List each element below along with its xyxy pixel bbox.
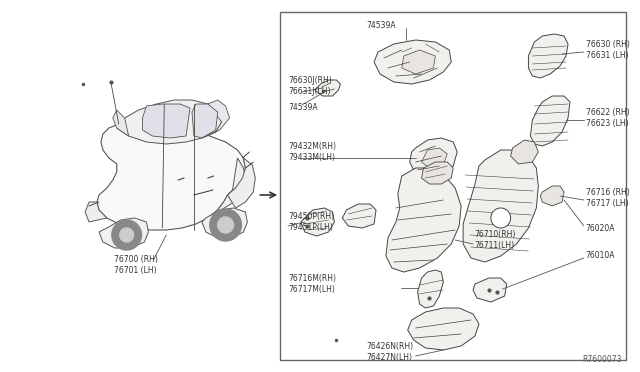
Polygon shape [463,150,538,262]
Text: 76716M(RH)
76717M(LH): 76716M(RH) 76717M(LH) [288,274,336,294]
Text: 76700 (RH)
76701 (LH): 76700 (RH) 76701 (LH) [114,255,157,275]
Text: 79432M(RH)
79433M(LH): 79432M(RH) 79433M(LH) [288,142,336,162]
Circle shape [491,208,511,228]
Text: 76630J(RH)
76631J(LH): 76630J(RH) 76631J(LH) [288,76,332,96]
Text: 74539A: 74539A [288,103,317,112]
Bar [280,12,627,360]
Text: 76716 (RH)
76717 (LH): 76716 (RH) 76717 (LH) [586,188,630,208]
Circle shape [120,228,134,242]
Text: 76020A: 76020A [586,224,615,232]
Polygon shape [402,50,435,74]
Polygon shape [410,138,457,178]
Polygon shape [386,168,461,272]
Circle shape [112,220,141,250]
Polygon shape [228,158,255,208]
Polygon shape [85,202,107,222]
Polygon shape [202,100,230,138]
Polygon shape [529,34,568,78]
Text: 76010A: 76010A [586,251,615,260]
Polygon shape [374,40,451,84]
Text: R7600073: R7600073 [582,356,621,365]
Circle shape [210,209,241,241]
Polygon shape [531,96,570,146]
Polygon shape [301,208,335,236]
Polygon shape [97,122,245,230]
Polygon shape [208,158,245,218]
Polygon shape [417,270,444,308]
Text: 76710(RH)
76711(LH): 76710(RH) 76711(LH) [474,230,515,250]
Polygon shape [315,80,340,96]
Polygon shape [342,204,376,228]
Polygon shape [511,140,538,164]
Text: 76630 (RH)
76631 (LH): 76630 (RH) 76631 (LH) [586,40,630,60]
Polygon shape [540,186,564,206]
Text: 74539A: 74539A [366,20,396,29]
Polygon shape [143,104,190,138]
Text: 76622 (RH)
76623 (LH): 76622 (RH) 76623 (LH) [586,108,630,128]
Polygon shape [422,148,447,168]
Polygon shape [202,208,248,238]
Polygon shape [192,104,218,138]
Polygon shape [408,308,479,350]
Polygon shape [473,278,507,302]
Text: 76426N(RH)
76427N(LH): 76426N(RH) 76427N(LH) [366,342,413,362]
Polygon shape [422,162,453,184]
Text: 79450P(RH)
79451P(LH): 79450P(RH) 79451P(LH) [288,212,334,232]
Polygon shape [113,110,129,136]
Polygon shape [99,218,148,248]
Circle shape [218,217,234,233]
Polygon shape [116,100,221,144]
